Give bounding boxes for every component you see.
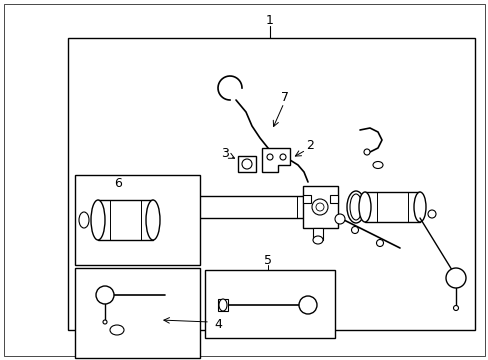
Polygon shape — [262, 148, 289, 172]
Circle shape — [311, 199, 327, 215]
Text: 2: 2 — [305, 139, 313, 152]
Text: 3: 3 — [221, 147, 228, 159]
Bar — [155, 196, 314, 218]
Circle shape — [363, 149, 369, 155]
Text: 4: 4 — [214, 319, 222, 332]
Circle shape — [452, 306, 458, 310]
Ellipse shape — [312, 236, 323, 244]
Ellipse shape — [110, 325, 124, 335]
Ellipse shape — [242, 159, 251, 169]
Circle shape — [266, 154, 272, 160]
Text: 5: 5 — [264, 253, 271, 266]
Ellipse shape — [308, 196, 320, 218]
Ellipse shape — [351, 226, 358, 234]
Bar — [75, 175, 200, 265]
Bar — [303, 195, 310, 203]
Circle shape — [96, 286, 114, 304]
Circle shape — [298, 296, 316, 314]
Text: 1: 1 — [265, 14, 273, 27]
Bar — [364, 192, 419, 222]
Bar — [312, 228, 323, 240]
Bar — [329, 195, 337, 203]
Ellipse shape — [413, 192, 425, 222]
Text: 6: 6 — [114, 176, 122, 189]
Bar — [75, 268, 200, 358]
Bar — [68, 38, 474, 330]
Bar — [238, 156, 256, 172]
Ellipse shape — [349, 194, 361, 220]
Ellipse shape — [346, 191, 364, 223]
Circle shape — [315, 203, 324, 211]
Ellipse shape — [358, 192, 370, 222]
Ellipse shape — [427, 210, 435, 218]
Ellipse shape — [376, 239, 383, 247]
Ellipse shape — [372, 162, 382, 168]
Bar — [204, 270, 334, 338]
Bar — [98, 200, 153, 240]
Ellipse shape — [149, 196, 161, 218]
Ellipse shape — [219, 299, 226, 311]
Bar — [218, 299, 227, 311]
Circle shape — [445, 268, 465, 288]
Ellipse shape — [91, 200, 105, 240]
Bar — [303, 186, 337, 228]
Circle shape — [103, 320, 107, 324]
Ellipse shape — [146, 200, 160, 240]
Circle shape — [280, 154, 285, 160]
Text: 7: 7 — [281, 90, 288, 104]
Ellipse shape — [79, 212, 89, 228]
Circle shape — [334, 214, 345, 224]
